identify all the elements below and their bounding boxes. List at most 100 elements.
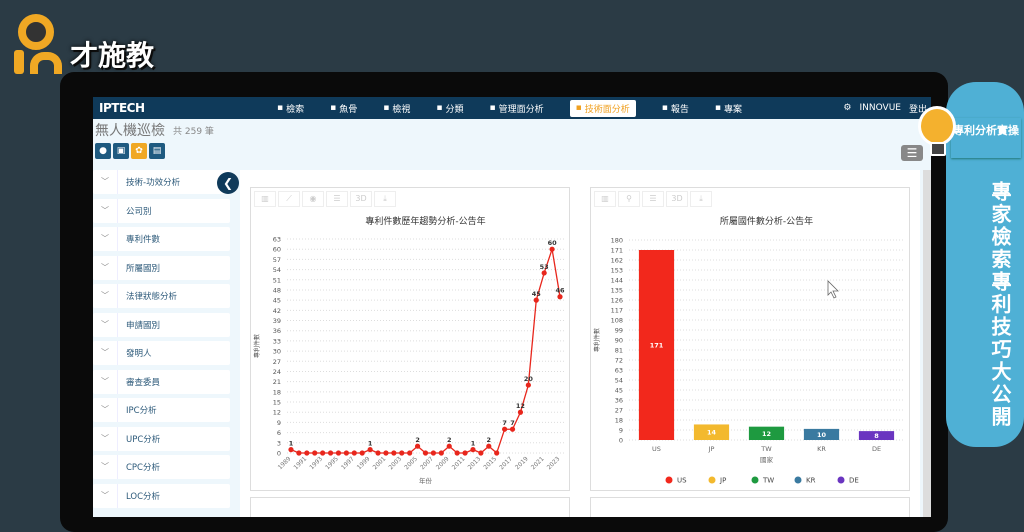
data-point [486,443,492,449]
scrollbar[interactable] [923,170,931,517]
sidebar-item-label: 法律狀態分析 [126,292,178,302]
data-label: 45 [532,290,542,298]
nav-item[interactable]: ▪ 檢視 [383,100,410,117]
home-icon[interactable]: ● [95,143,111,159]
data-point [541,270,547,276]
sidebar-item[interactable]: ﹀ 技術-功效分析 [93,170,230,194]
country-chart-panel: ▥ ⚲ ☰ 3D ⤓ 所屬國件數分析-公告年 0 9 18 27 36 45 54 63 72 81… [590,187,910,491]
sidebar-item[interactable]: ﹀ IPC分析 [93,398,230,422]
data-point [462,450,468,456]
monitor-icon[interactable]: ▣ [113,143,129,159]
sidebar-item[interactable]: ﹀ CPC分析 [93,455,230,479]
data-point [335,450,342,456]
y-tick-label: 108 [611,317,623,325]
sidebar-item-label: LOC分析 [126,491,161,502]
data-label: 10 [817,431,827,439]
y-tick-label: 0 [277,450,281,458]
y-tick-label: 24 [273,368,281,376]
data-point [312,450,318,456]
nav-label: 檢視 [392,104,411,115]
data-point [407,450,413,456]
data-point [383,450,389,456]
management-icon: ▪ [489,103,496,113]
nav-label: 報告 [670,104,689,115]
fishbone-icon: ▪ [330,103,337,113]
3d-button[interactable]: 3D [350,191,372,207]
chart-area: ▥ ⟋ ◉ ☰ 3D ⤓ 專利件數歷年趨勢分析-公告年 0 3 6 9 12 15 18 21 2… [240,170,920,517]
chevron-down-icon: ﹀ [93,369,118,394]
nav-item[interactable]: ▪ 分類 [436,100,463,117]
y-tick-label: 51 [273,276,281,284]
sidebar-item-label: 發明人 [126,349,152,359]
map-pin-icon[interactable]: ⚲ [618,191,640,207]
chevron-down-icon: ﹀ [93,284,118,308]
y-tick-label: 45 [273,297,281,305]
3d-button[interactable]: 3D [666,191,688,207]
search-icon: ▪ [277,103,284,113]
y-axis-label: 專利件數 [593,328,601,352]
table-icon[interactable]: ▤ [149,143,165,159]
list-icon[interactable]: ☰ [642,191,664,207]
sidebar-item-label: 專利件數 [126,235,161,245]
sidebar-item[interactable]: ﹀ 專利件數 [93,227,230,251]
nav-item[interactable]: ▪ 技術面分析 [569,99,636,117]
y-tick-label: 63 [615,367,623,375]
top-nav: IPTECH ▪ 檢索 ▪ 魚骨 ▪ 檢視 ▪ 分類 ▪ 管理面分析 ▪ 技術面分析 ▪ 報告 ▪ 專案 ⚙ … [93,97,931,119]
download-icon[interactable]: ⤓ [374,191,396,207]
x-tick-label: 2021 [530,455,546,471]
y-tick-label: 45 [615,387,623,395]
list-icon[interactable]: ☰ [326,191,348,207]
y-tick-label: 36 [273,327,281,335]
nav-item[interactable]: ▪ 報告 [662,100,689,117]
sidebar-item[interactable]: ﹀ UPC分析 [93,426,230,451]
logout-link[interactable]: 登出 [908,104,927,115]
legend-marker [751,476,759,484]
view-icon: ▪ [383,103,390,113]
trend-chart-panel: ▥ ⟋ ◉ ☰ 3D ⤓ 專利件數歷年趨勢分析-公告年 0 3 6 9 12 15 18 21 2… [250,187,570,491]
legend-marker [794,476,802,484]
y-tick-label: 48 [273,286,281,294]
result-count: 共 259 筆 [173,126,214,137]
data-point [367,447,373,453]
x-tick-label: TW [760,445,772,453]
toolbar: ● ▣ ✿ ▤ [93,143,931,159]
data-point [454,450,460,456]
bar [803,428,840,440]
pie-chart-icon[interactable]: ◉ [302,191,324,207]
gear-icon[interactable]: ⚙ [843,103,852,113]
data-label: 12 [762,430,771,438]
data-point [533,297,539,303]
download-icon[interactable]: ⤓ [690,191,712,207]
data-point [296,450,302,456]
brand-logo: IPTECH [99,101,145,115]
chevron-down-icon: ﹀ [93,455,118,479]
page-title: 無人機巡檢 [95,123,165,139]
sidebar-item[interactable]: ﹀ 法律狀態分析 [93,284,230,308]
nav-label: 檢索 [286,104,305,115]
x-tick-label: 2015 [482,455,498,471]
menu-button[interactable]: ☰ [901,145,923,161]
x-tick-label: 2013 [467,455,483,471]
nav-item[interactable]: ▪ 檢索 [277,100,304,117]
data-label: 20 [524,375,534,383]
sidebar-item[interactable]: ﹀ 公司別 [93,198,230,223]
legend-label: US [677,477,687,485]
x-tick-label: 2005 [403,455,419,471]
tech-analysis-icon[interactable]: ✿ [131,143,147,159]
x-tick-label: 2023 [546,455,562,471]
sidebar-item[interactable]: ﹀ LOC分析 [93,483,230,508]
nav-item[interactable]: ▪ 管理面分析 [490,100,544,117]
sidebar-item[interactable]: ﹀ 申請國別 [93,312,230,337]
nav-item[interactable]: ▪ 專案 [715,100,742,117]
sidebar-item[interactable]: ﹀ 審查委員 [93,369,230,394]
y-tick-label: 171 [611,247,623,255]
bar-chart-icon[interactable]: ▥ [254,191,276,207]
bar-chart-icon[interactable]: ▥ [594,191,616,207]
line-chart-icon[interactable]: ⟋ [278,191,300,207]
sidebar-item[interactable]: ﹀ 發明人 [93,341,230,365]
nav-item[interactable]: ▪ 魚骨 [330,100,357,117]
sidebar-item[interactable]: ﹀ 所屬國別 [93,255,230,280]
sidebar-item-label: IPC分析 [126,406,157,416]
sidebar-item-label: 技術-功效分析 [126,178,181,188]
collapse-sidebar-button[interactable]: ❮ [217,172,239,194]
